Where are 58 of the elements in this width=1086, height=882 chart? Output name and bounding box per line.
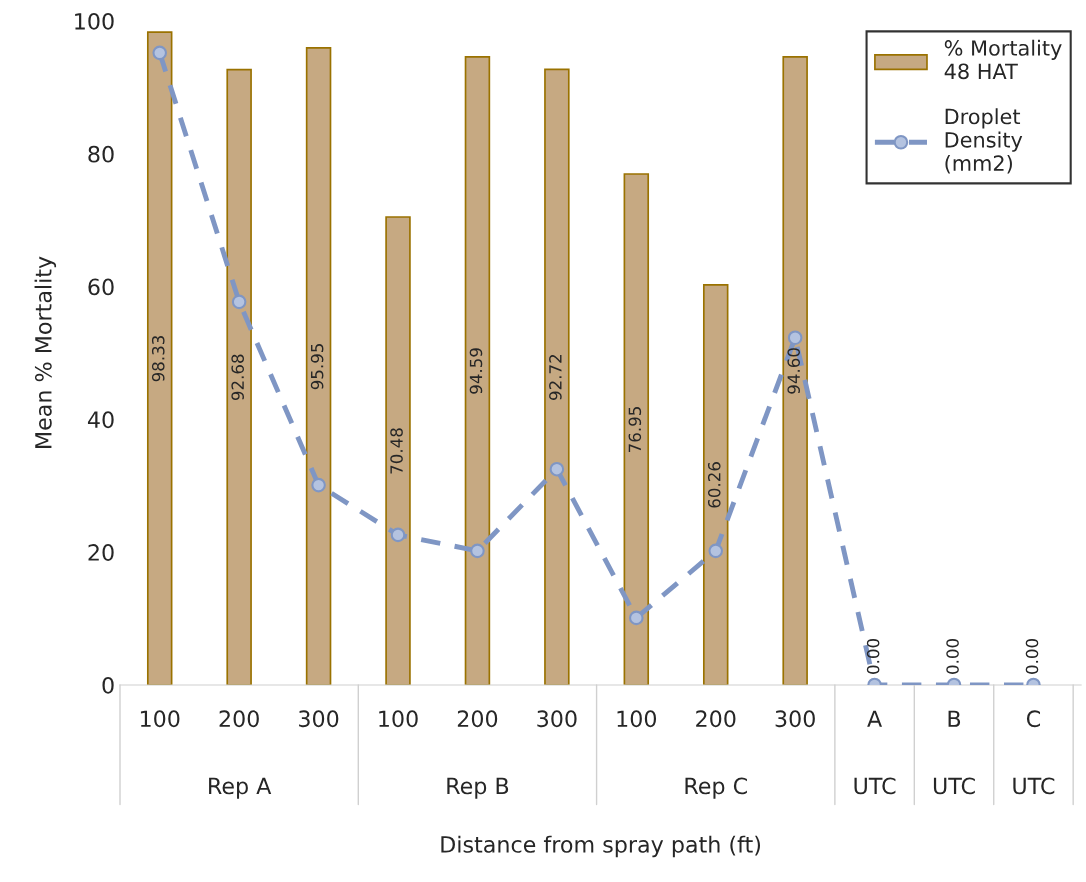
x-tick-label: A (867, 710, 883, 727)
data-label: 94.60 (787, 348, 800, 394)
x-tick-label: 200 (696, 710, 736, 728)
x-tick-label: 300 (299, 710, 339, 728)
bar (544, 68, 570, 685)
y-tick-label: 60 (88, 278, 114, 296)
data-label: 98.33 (151, 336, 165, 382)
point (231, 294, 247, 310)
x-tick-label: 300 (775, 710, 815, 728)
point (311, 477, 326, 493)
point (152, 45, 168, 61)
bar (226, 68, 252, 685)
data-label: 92.72 (549, 354, 562, 400)
y-tick-label: 80 (88, 145, 114, 163)
y-tick-label: 20 (88, 544, 114, 561)
y-axis-title: Mean % Mortality (34, 256, 57, 448)
point (629, 610, 644, 626)
data-label: 94.59 (469, 348, 483, 394)
x-tick-label: 300 (537, 710, 577, 728)
bar (702, 284, 729, 685)
bar (623, 173, 650, 685)
x-tick-label: 200 (219, 710, 259, 728)
bar (782, 56, 808, 685)
x-tick-label: 100 (140, 710, 180, 728)
x-tick-label: B (948, 710, 961, 727)
x-tick-label: C (1026, 710, 1041, 728)
y-tick-label: 0 (102, 676, 114, 694)
point (470, 543, 485, 559)
y-tick-label: 40 (87, 411, 114, 429)
x-axis-title: Distance from spray path (ft) (441, 835, 761, 858)
data-label: 70.48 (390, 428, 403, 474)
y-tick-label: 100 (75, 12, 114, 30)
bar (385, 216, 411, 685)
data-label: 76.95 (628, 407, 642, 452)
text: Rep C (685, 777, 747, 799)
text: Rep A (209, 777, 272, 799)
bar (305, 47, 332, 685)
x-tick-label: 100 (379, 710, 418, 728)
data-label: 0.00 (1025, 639, 1039, 674)
legend-label: Droplet Density (mm2) (945, 108, 1023, 174)
x-tick-label: 100 (617, 710, 657, 728)
text: UTC (854, 777, 896, 795)
text: UTC (933, 777, 975, 795)
point (787, 330, 803, 345)
point (390, 527, 406, 543)
bar (146, 31, 173, 685)
data-label: 60.26 (707, 462, 721, 508)
text: Rep B (447, 777, 509, 799)
bar (464, 56, 491, 685)
data-label: 0.00 (946, 639, 959, 674)
legend-label: % Mortality 48 HAT (944, 39, 1062, 80)
data-label: 95.95 (310, 344, 324, 390)
point (549, 461, 565, 477)
x-tick-label: 200 (457, 710, 498, 728)
point (708, 543, 724, 559)
text: UTC (1013, 777, 1055, 795)
data-label: 92.68 (231, 354, 244, 401)
data-label: 0.00 (866, 639, 880, 674)
